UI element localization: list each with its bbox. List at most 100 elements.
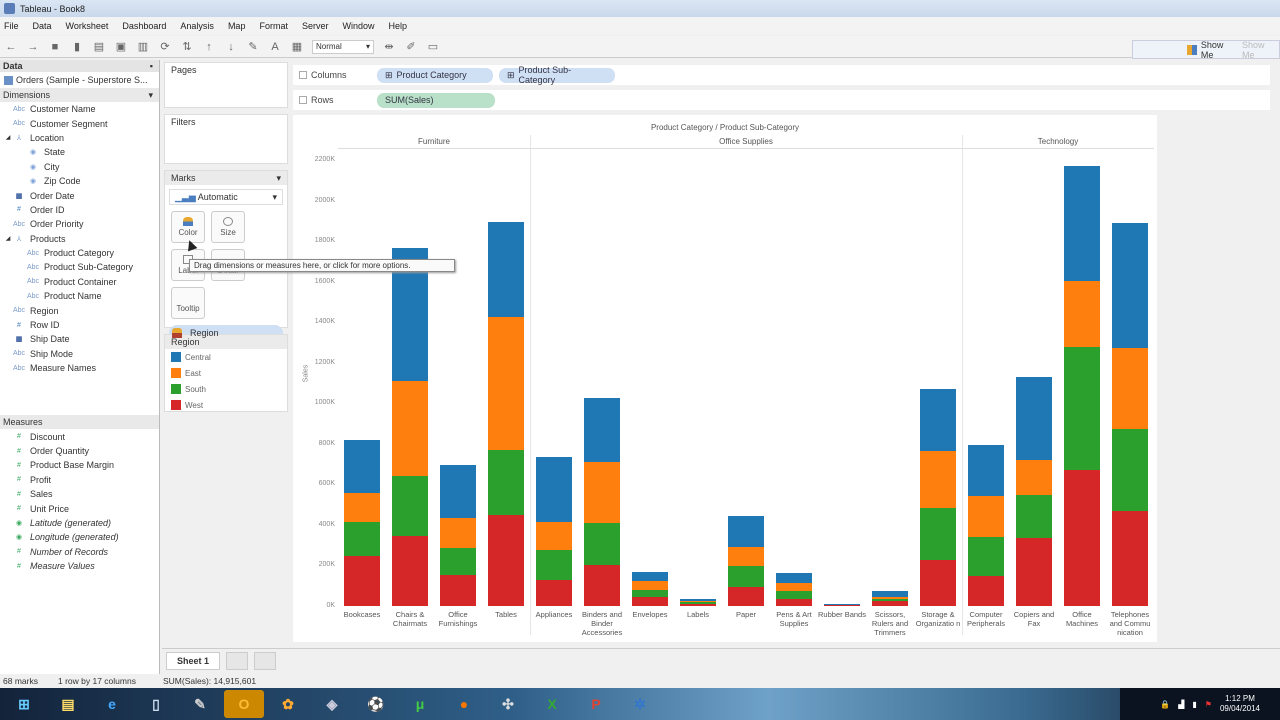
- bar-segment-west[interactable]: [1064, 470, 1100, 606]
- bar-chairs-chairmats[interactable]: [392, 248, 428, 606]
- bar-segment-east[interactable]: [488, 317, 524, 450]
- field-product-category[interactable]: Abc Product Category: [26, 248, 115, 259]
- fix-axes-icon[interactable]: ⇹: [384, 41, 394, 53]
- category-header-furniture[interactable]: Furniture: [338, 137, 530, 149]
- chart-icon[interactable]: ▦: [291, 41, 303, 53]
- presentation-icon[interactable]: ▭: [427, 41, 439, 53]
- tab-sheet-1[interactable]: Sheet 1: [166, 651, 221, 670]
- legend-item-south[interactable]: South: [165, 381, 287, 397]
- datasource-item[interactable]: Orders (Sample - Superstore S...: [0, 72, 159, 88]
- bar-segment-east[interactable]: [392, 381, 428, 477]
- save-icon[interactable]: ■: [51, 40, 59, 53]
- bar-computer-peripherals[interactable]: [968, 444, 1004, 606]
- bar-envelopes[interactable]: [632, 571, 668, 606]
- bar-segment-central[interactable]: [488, 221, 524, 318]
- app-icon[interactable]: ✎: [194, 695, 206, 712]
- field-customer-segment[interactable]: Abc Customer Segment: [12, 118, 108, 129]
- app-globe-icon[interactable]: ◈: [326, 695, 338, 712]
- bar-binders-and-binder-accessories[interactable]: [584, 398, 620, 606]
- field-state[interactable]: ◉ State: [0, 145, 159, 159]
- bar-tables[interactable]: [488, 221, 524, 606]
- labels-icon[interactable]: A: [271, 40, 279, 53]
- bar-segment-east[interactable]: [584, 462, 620, 523]
- bar-segment-west[interactable]: [872, 600, 908, 606]
- field-order-date[interactable]: ▦ Order Date: [0, 188, 159, 202]
- file-explorer-icon[interactable]: ▤: [61, 695, 75, 712]
- expand-triangle-icon[interactable]: ◢: [5, 135, 11, 142]
- marks-menu-icon[interactable]: ▾: [276, 172, 281, 183]
- menu-file[interactable]: File: [4, 20, 19, 31]
- bar-segment-central[interactable]: [440, 465, 476, 518]
- field-unit-price[interactable]: # Unit Price: [0, 501, 159, 515]
- highlight-icon[interactable]: ✎: [248, 41, 258, 53]
- bar-segment-central[interactable]: [728, 515, 764, 548]
- bar-scissors-rulers-and-trimmers[interactable]: [872, 590, 908, 606]
- bar-segment-south[interactable]: [872, 598, 908, 601]
- sort-asc-icon[interactable]: ↑: [206, 40, 212, 53]
- bar-segment-central[interactable]: [536, 457, 572, 522]
- bar-segment-central[interactable]: [776, 572, 812, 583]
- bar-segment-west[interactable]: [824, 605, 860, 606]
- powerpoint-icon[interactable]: P: [591, 696, 601, 712]
- field-zip-code[interactable]: ◉ Zip Code: [0, 174, 159, 188]
- field-product-sub-category[interactable]: Abc Product Sub-Category: [26, 262, 134, 273]
- bar-segment-east[interactable]: [1112, 347, 1148, 429]
- menu-analysis[interactable]: Analysis: [180, 20, 214, 31]
- excel-icon[interactable]: X: [547, 696, 557, 712]
- bar-segment-west[interactable]: [728, 586, 764, 606]
- bar-segment-east[interactable]: [344, 492, 380, 522]
- legend-item-west[interactable]: West: [165, 397, 287, 413]
- new-worksheet-tab-icon[interactable]: [226, 651, 249, 670]
- field-longitude-generated-[interactable]: ◉ Longitude (generated): [0, 530, 159, 544]
- pen-icon[interactable]: ✐: [406, 41, 416, 53]
- bar-segment-south[interactable]: [1112, 428, 1148, 511]
- menu-dashboard[interactable]: Dashboard: [122, 20, 167, 31]
- field-region[interactable]: Abc Region: [12, 305, 59, 316]
- bar-segment-west[interactable]: [440, 574, 476, 606]
- bar-segment-south[interactable]: [488, 449, 524, 515]
- tooltip-button[interactable]: Tooltip: [171, 287, 205, 319]
- legend-item-east[interactable]: East: [165, 365, 287, 381]
- bar-segment-central[interactable]: [872, 590, 908, 597]
- bar-segment-central[interactable]: [1112, 222, 1148, 348]
- bar-segment-east[interactable]: [872, 596, 908, 599]
- battery-icon[interactable]: ▮: [1192, 699, 1197, 709]
- bar-bookcases[interactable]: [344, 439, 380, 606]
- bar-segment-south[interactable]: [344, 521, 380, 557]
- bar-segment-central[interactable]: [584, 398, 620, 463]
- bar-segment-west[interactable]: [1112, 510, 1148, 606]
- product-category-pill[interactable]: ⊞ Product Category: [377, 67, 493, 83]
- new-dashboard-tab-icon[interactable]: [254, 651, 277, 670]
- firefox-icon[interactable]: ●: [459, 696, 469, 712]
- field-product-container[interactable]: Abc Product Container: [26, 276, 117, 287]
- field-order-id[interactable]: # Order ID: [0, 203, 159, 217]
- bar-segment-west[interactable]: [488, 514, 524, 606]
- app-flower-icon[interactable]: ✿: [282, 695, 294, 712]
- field-measure-names[interactable]: Abc Measure Names: [12, 363, 97, 374]
- field-measure-values[interactable]: # Measure Values: [0, 559, 159, 573]
- bar-segment-west[interactable]: [1016, 538, 1052, 606]
- bar-segment-central[interactable]: [968, 444, 1004, 496]
- field-city[interactable]: ◉ City: [0, 160, 159, 174]
- bar-segment-south[interactable]: [632, 589, 668, 597]
- category-header-technology[interactable]: Technology: [962, 137, 1154, 149]
- bar-telephones-and-communication[interactable]: [1112, 222, 1148, 606]
- auto-update-icon[interactable]: ⟳: [160, 41, 170, 53]
- new-worksheet-icon[interactable]: ▤: [93, 41, 105, 53]
- bar-segment-central[interactable]: [1016, 377, 1052, 461]
- bar-segment-central[interactable]: [632, 571, 668, 581]
- bar-segment-east[interactable]: [968, 495, 1004, 538]
- bar-segment-east[interactable]: [776, 582, 812, 591]
- bar-segment-east[interactable]: [920, 450, 956, 508]
- bar-segment-west[interactable]: [920, 560, 956, 606]
- sort-desc-icon[interactable]: ↓: [228, 40, 234, 53]
- bar-segment-west[interactable]: [344, 556, 380, 606]
- category-header-office-supplies[interactable]: Office Supplies: [530, 137, 962, 149]
- menu-format[interactable]: Format: [259, 20, 288, 31]
- bar-segment-central[interactable]: [1064, 166, 1100, 281]
- internet-explorer-icon[interactable]: e: [108, 696, 116, 712]
- outlook-icon[interactable]: O: [224, 690, 264, 718]
- minimize-icon[interactable]: ▪: [149, 61, 153, 71]
- menu-server[interactable]: Server: [301, 20, 329, 31]
- columns-shelf[interactable]: Columns ⊞ Product Category ⊞ Product Sub-C…: [293, 65, 1270, 85]
